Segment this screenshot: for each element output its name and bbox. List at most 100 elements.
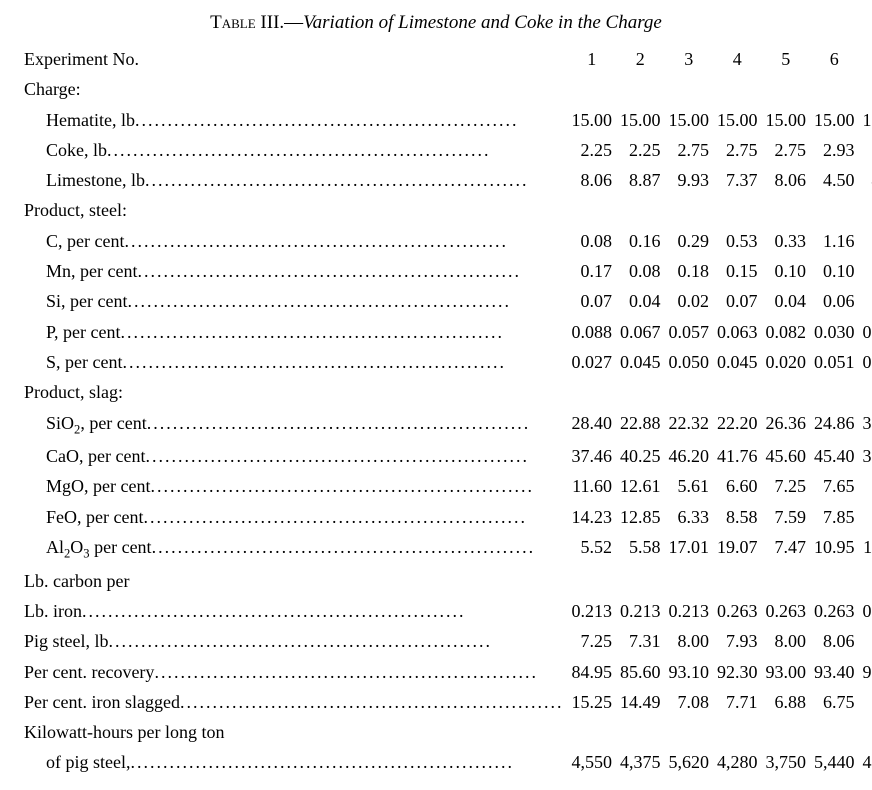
leader-dots bbox=[124, 229, 563, 253]
table-row: P, per cent0.0880.0670.0570.0630.0820.03… bbox=[20, 317, 872, 347]
row-label: CaO, per cent bbox=[20, 441, 567, 471]
cell bbox=[713, 717, 762, 747]
cell: 93.10 bbox=[664, 657, 713, 687]
cell: 0.027 bbox=[567, 347, 616, 377]
table-row: Kilowatt-hours per long ton bbox=[20, 717, 872, 747]
leader-dots bbox=[143, 505, 563, 529]
row-label-text: Per cent. recovery bbox=[24, 660, 154, 684]
cell: 6.88 bbox=[761, 687, 810, 717]
table-row: Mn, per cent0.170.080.180.150.100.100.07 bbox=[20, 256, 872, 286]
cell bbox=[664, 566, 713, 596]
cell: 46.20 bbox=[664, 441, 713, 471]
leader-dots bbox=[147, 411, 564, 439]
row-label: Per cent. recovery bbox=[20, 657, 567, 687]
row-label: MgO, per cent bbox=[20, 471, 567, 501]
cell: 5.58 bbox=[616, 532, 665, 566]
cell: 2.25 bbox=[567, 135, 616, 165]
cell: 7.93 bbox=[713, 626, 762, 656]
row-label-text: SiO2, per cent bbox=[24, 411, 147, 439]
cell bbox=[858, 717, 872, 747]
leader-dots bbox=[82, 599, 563, 623]
row-label-text: Per cent. iron slagged bbox=[24, 690, 180, 714]
cell: 8.58 bbox=[713, 502, 762, 532]
cell bbox=[664, 717, 713, 747]
cell: 0.08 bbox=[858, 286, 872, 316]
cell: 0.10 bbox=[810, 256, 859, 286]
table-row: of pig steel,4,5504,3755,6204,2803,7505,… bbox=[20, 747, 872, 777]
empty-cell bbox=[858, 74, 872, 104]
cell: 4.50 bbox=[810, 165, 859, 195]
cell: 6.82 bbox=[858, 687, 872, 717]
row-label: Al2O3 per cent bbox=[20, 532, 567, 566]
table-row: Per cent. iron slagged15.2514.497.087.71… bbox=[20, 687, 872, 717]
row-label: Lb. iron bbox=[20, 596, 567, 626]
empty-cell bbox=[761, 195, 810, 225]
leader-dots bbox=[137, 259, 563, 283]
table-row: Si, per cent0.070.040.020.070.040.060.08 bbox=[20, 286, 872, 316]
row-label: P, per cent bbox=[20, 317, 567, 347]
cell: 0.030 bbox=[810, 317, 859, 347]
cell: 7.08 bbox=[664, 687, 713, 717]
cell: 5.61 bbox=[664, 471, 713, 501]
cell: 15.00 bbox=[664, 105, 713, 135]
row-label: Pig steel, lb bbox=[20, 626, 567, 656]
cell: 0.263 bbox=[761, 596, 810, 626]
cell: 28.40 bbox=[567, 408, 616, 442]
cell: 0.088 bbox=[567, 317, 616, 347]
leader-dots bbox=[120, 320, 563, 344]
col-header-3: 3 bbox=[664, 44, 713, 74]
row-label-text: of pig steel, bbox=[24, 750, 130, 774]
cell bbox=[567, 717, 616, 747]
empty-cell bbox=[664, 377, 713, 407]
cell: 0.263 bbox=[713, 596, 762, 626]
section-heading-row: Product, slag: bbox=[20, 377, 872, 407]
cell: 15.00 bbox=[616, 105, 665, 135]
cell: 6.75 bbox=[810, 687, 859, 717]
cell: 11.60 bbox=[567, 471, 616, 501]
col-header-6: 6 bbox=[810, 44, 859, 74]
row-label: FeO, per cent bbox=[20, 502, 567, 532]
cell: 8.06 bbox=[567, 165, 616, 195]
cell: 0.057 bbox=[664, 317, 713, 347]
cell: 8.87 bbox=[616, 165, 665, 195]
cell: 7.71 bbox=[713, 687, 762, 717]
cell: 1.04 bbox=[858, 226, 872, 256]
cell: 0.051 bbox=[810, 347, 859, 377]
header-row: Experiment No.1234567 bbox=[20, 44, 872, 74]
cell: 0.16 bbox=[616, 226, 665, 256]
empty-cell bbox=[664, 195, 713, 225]
empty-cell bbox=[616, 195, 665, 225]
cell: 0.53 bbox=[713, 226, 762, 256]
cell: 4.50 bbox=[858, 165, 872, 195]
empty-cell bbox=[713, 74, 762, 104]
cell: 0.06 bbox=[810, 286, 859, 316]
cell: 93.00 bbox=[761, 657, 810, 687]
cell: 0.213 bbox=[664, 596, 713, 626]
cell: 2.75 bbox=[713, 135, 762, 165]
cell: 7.87 bbox=[858, 502, 872, 532]
leader-dots bbox=[127, 289, 563, 313]
table-row: Al2O3 per cent5.525.5817.0119.077.4710.9… bbox=[20, 532, 872, 566]
cell: 17.01 bbox=[664, 532, 713, 566]
row-label-text: MgO, per cent bbox=[24, 474, 150, 498]
cell: 0.07 bbox=[567, 286, 616, 316]
empty-cell bbox=[761, 74, 810, 104]
leader-dots bbox=[107, 138, 563, 162]
cell: 0.33 bbox=[761, 226, 810, 256]
cell: 8.06 bbox=[858, 626, 872, 656]
section-heading: Product, slag: bbox=[20, 377, 567, 407]
empty-cell bbox=[810, 377, 859, 407]
table-row: CaO, per cent37.4640.2546.2041.7645.6045… bbox=[20, 441, 872, 471]
row-label-text: Si, per cent bbox=[24, 289, 127, 313]
cell: 0.10 bbox=[761, 256, 810, 286]
col-header-1: 1 bbox=[567, 44, 616, 74]
empty-cell bbox=[567, 377, 616, 407]
cell: 7.25 bbox=[761, 471, 810, 501]
section-heading-row: Product, steel: bbox=[20, 195, 872, 225]
empty-cell bbox=[616, 377, 665, 407]
cell: 7.98 bbox=[858, 471, 872, 501]
cell: 1.16 bbox=[810, 226, 859, 256]
cell: 0.29 bbox=[664, 226, 713, 256]
cell bbox=[616, 566, 665, 596]
cell: 2.75 bbox=[761, 135, 810, 165]
